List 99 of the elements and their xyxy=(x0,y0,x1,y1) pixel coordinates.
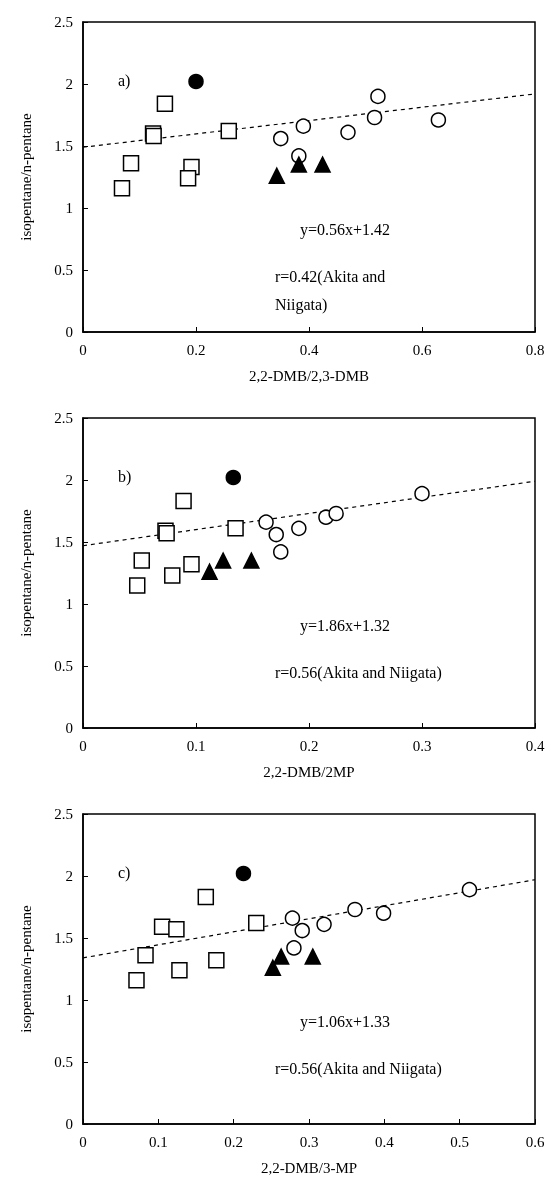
point xyxy=(290,156,308,173)
annotation: r=0.56(Akita and Niigata) xyxy=(275,1059,442,1078)
point xyxy=(328,505,344,522)
annotation: r=0.56(Akita and Niigata) xyxy=(275,663,442,682)
point xyxy=(264,959,282,977)
point xyxy=(227,520,244,537)
y-tick-label: 2.5 xyxy=(54,410,73,426)
y-tick-label: 1.5 xyxy=(54,930,73,946)
y-tick-label: 1.5 xyxy=(54,534,73,550)
y-tick-label: 2 xyxy=(65,868,73,884)
point xyxy=(316,916,332,933)
point xyxy=(304,948,322,965)
y-tick-label: 1.5 xyxy=(54,138,73,154)
point xyxy=(122,155,140,172)
x-axis-title: 2,2-DMB/3-MP xyxy=(260,1159,358,1176)
point xyxy=(340,124,356,141)
y-tick-label: 0 xyxy=(65,1116,73,1132)
x-tick-label: 0.6 xyxy=(412,341,432,358)
y-tick-label: 0.5 xyxy=(54,262,73,278)
y-tick-label: 2.5 xyxy=(54,14,73,30)
point xyxy=(272,948,290,965)
x-tick-label: 0.2 xyxy=(224,1133,244,1150)
point xyxy=(273,544,289,560)
annotation: c) xyxy=(118,863,131,882)
point xyxy=(366,109,383,126)
x-tick-label: 0.5 xyxy=(450,1133,470,1150)
x-tick-label: 0.3 xyxy=(299,1133,319,1150)
y-tick-label: 1 xyxy=(65,992,73,1008)
point xyxy=(128,971,145,989)
point xyxy=(314,156,331,173)
point xyxy=(414,485,430,502)
x-tick-label: 0 xyxy=(79,341,87,358)
x-tick-label: 0 xyxy=(79,1133,87,1150)
point xyxy=(268,526,284,543)
y-tick-label: 0 xyxy=(65,324,73,340)
point xyxy=(214,552,232,569)
y-axis-title: isopentane/n-pentane xyxy=(17,904,34,1033)
point xyxy=(225,469,242,486)
y-tick-label: 2 xyxy=(65,76,73,92)
x-tick-label: 0.8 xyxy=(525,341,545,358)
point xyxy=(179,169,197,187)
y-tick-label: 0.5 xyxy=(54,1054,73,1070)
annotation: y=1.06x+1.33 xyxy=(300,1012,391,1031)
point xyxy=(430,112,447,128)
point xyxy=(183,556,200,573)
x-tick-label: 0 xyxy=(79,737,87,754)
x-tick-label: 0.1 xyxy=(148,1133,168,1150)
point xyxy=(286,940,302,956)
y-tick-label: 2.5 xyxy=(54,806,73,822)
point xyxy=(295,118,312,134)
y-tick-label: 1 xyxy=(65,200,73,216)
x-tick-label: 0.1 xyxy=(186,737,206,754)
annotation: y=0.56x+1.42 xyxy=(300,220,391,239)
point xyxy=(273,130,289,147)
x-tick-label: 0.4 xyxy=(525,737,545,754)
annotation: a) xyxy=(118,71,131,90)
point xyxy=(461,881,478,898)
point xyxy=(164,567,181,584)
point xyxy=(375,905,392,921)
point xyxy=(197,888,215,906)
point xyxy=(294,922,310,939)
y-tick-label: 0 xyxy=(65,720,73,736)
point xyxy=(243,552,260,569)
annotation: b) xyxy=(118,467,132,486)
point xyxy=(268,167,286,185)
point xyxy=(370,88,386,105)
point xyxy=(347,901,363,918)
point xyxy=(156,95,174,113)
point xyxy=(133,552,151,569)
point xyxy=(201,563,218,581)
x-tick-label: 0.2 xyxy=(299,737,319,754)
point xyxy=(137,947,154,964)
point xyxy=(248,914,265,932)
point xyxy=(128,577,146,594)
x-tick-label: 0.2 xyxy=(186,341,206,358)
annotation: y=1.86x+1.32 xyxy=(300,616,391,635)
point xyxy=(258,514,274,530)
point xyxy=(171,961,188,979)
point xyxy=(220,122,238,140)
y-tick-label: 0.5 xyxy=(54,658,73,674)
point xyxy=(235,865,252,882)
point xyxy=(175,492,192,510)
x-tick-label: 0.4 xyxy=(299,341,319,358)
annotation: r=0.42(Akita and Niigata) xyxy=(275,267,390,314)
x-axis-title: 2,2-DMB/2MP xyxy=(263,763,355,780)
x-axis-title: 2,2-DMB/2,3-DMB xyxy=(248,367,370,384)
point xyxy=(284,910,301,926)
point xyxy=(113,179,131,197)
point xyxy=(291,520,307,537)
y-tick-label: 1 xyxy=(65,596,73,612)
x-tick-label: 0.3 xyxy=(412,737,432,754)
y-axis-title: isopentane/n-pentane xyxy=(17,112,34,241)
point xyxy=(168,921,185,938)
y-tick-label: 2 xyxy=(65,472,73,488)
point xyxy=(188,73,204,90)
x-tick-label: 0.6 xyxy=(525,1133,545,1150)
x-tick-label: 0.4 xyxy=(374,1133,395,1150)
point xyxy=(208,952,225,969)
y-axis-title: isopentane/n-pentane xyxy=(17,508,34,637)
